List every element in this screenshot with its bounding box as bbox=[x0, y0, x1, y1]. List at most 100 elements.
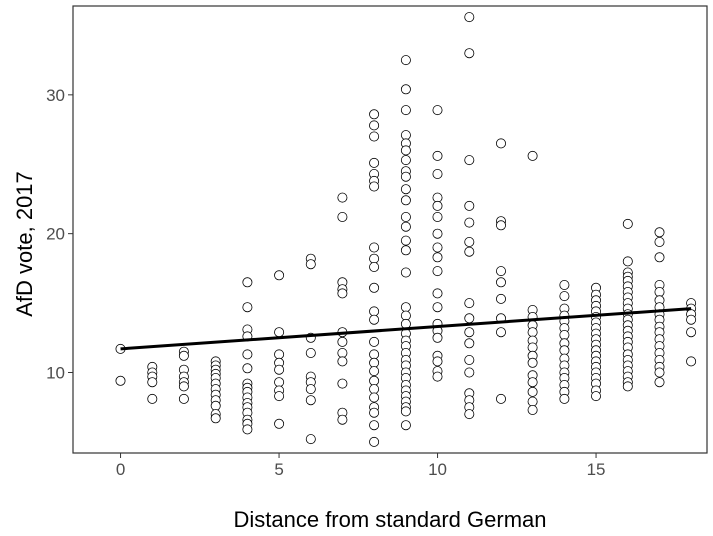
data-point bbox=[559, 345, 570, 356]
data-point bbox=[432, 192, 443, 203]
data-point bbox=[622, 218, 633, 229]
data-point bbox=[432, 242, 443, 253]
data-point bbox=[369, 242, 380, 253]
data-point bbox=[369, 336, 380, 347]
data-point bbox=[274, 270, 285, 281]
data-point bbox=[400, 211, 411, 222]
data-point bbox=[369, 392, 380, 403]
data-point bbox=[115, 375, 126, 386]
data-point bbox=[686, 327, 697, 338]
data-point bbox=[495, 277, 506, 288]
data-point bbox=[242, 277, 253, 288]
data-point bbox=[432, 252, 443, 263]
data-point bbox=[654, 252, 665, 263]
data-point bbox=[400, 420, 411, 431]
data-point bbox=[337, 378, 348, 389]
data-point bbox=[432, 200, 443, 211]
data-point bbox=[432, 302, 443, 313]
data-point bbox=[400, 155, 411, 166]
data-point bbox=[464, 48, 475, 59]
data-point bbox=[274, 377, 285, 388]
data-point bbox=[400, 145, 411, 156]
data-point bbox=[400, 245, 411, 256]
data-point bbox=[337, 356, 348, 367]
data-point bbox=[432, 168, 443, 179]
data-point bbox=[464, 200, 475, 211]
data-point bbox=[274, 391, 285, 402]
data-point bbox=[527, 150, 538, 161]
data-point bbox=[400, 55, 411, 66]
trend-layer bbox=[120, 307, 692, 351]
data-point bbox=[178, 381, 189, 392]
data-point bbox=[464, 354, 475, 365]
data-point bbox=[337, 336, 348, 347]
data-point bbox=[242, 424, 253, 435]
data-point bbox=[178, 350, 189, 361]
data-point bbox=[400, 195, 411, 206]
data-point bbox=[337, 288, 348, 299]
data-point bbox=[464, 409, 475, 420]
y-tick-label: 20 bbox=[46, 225, 65, 244]
x-tick-label: 0 bbox=[116, 460, 125, 479]
data-point bbox=[464, 155, 475, 166]
data-point bbox=[369, 157, 380, 168]
data-point bbox=[432, 288, 443, 299]
data-point bbox=[464, 327, 475, 338]
data-point bbox=[464, 217, 475, 228]
data-point bbox=[432, 332, 443, 343]
data-point bbox=[274, 418, 285, 429]
data-point bbox=[369, 261, 380, 272]
data-point bbox=[464, 338, 475, 349]
data-point bbox=[527, 404, 538, 415]
y-axis-title: AfD vote, 2017 bbox=[12, 171, 37, 317]
data-point bbox=[337, 211, 348, 222]
data-point bbox=[527, 386, 538, 397]
data-point bbox=[400, 84, 411, 95]
data-point bbox=[400, 221, 411, 232]
data-point bbox=[432, 150, 443, 161]
data-point bbox=[686, 356, 697, 367]
data-point bbox=[400, 406, 411, 417]
data-point bbox=[495, 266, 506, 277]
data-point bbox=[274, 364, 285, 375]
trend-line bbox=[120, 307, 692, 351]
data-point bbox=[369, 407, 380, 418]
data-point bbox=[242, 363, 253, 374]
data-point bbox=[527, 342, 538, 353]
data-point bbox=[305, 434, 316, 445]
data-point bbox=[527, 396, 538, 407]
x-tick-label: 15 bbox=[587, 460, 606, 479]
data-point bbox=[178, 393, 189, 404]
y-tick-label: 30 bbox=[46, 86, 65, 105]
data-point bbox=[400, 235, 411, 246]
data-point bbox=[432, 266, 443, 277]
data-point bbox=[369, 357, 380, 368]
data-point bbox=[400, 184, 411, 195]
data-point bbox=[274, 327, 285, 338]
data-point bbox=[369, 384, 380, 395]
data-point bbox=[369, 366, 380, 377]
data-point bbox=[274, 349, 285, 360]
data-point bbox=[369, 375, 380, 386]
axis-layer: 0 5 10 15 10 20 30 bbox=[46, 86, 605, 479]
data-point bbox=[400, 171, 411, 182]
data-point bbox=[400, 302, 411, 313]
data-point bbox=[147, 377, 158, 388]
data-point bbox=[242, 302, 253, 313]
data-point bbox=[369, 306, 380, 317]
data-point bbox=[654, 367, 665, 378]
data-point bbox=[147, 393, 158, 404]
data-point bbox=[464, 367, 475, 378]
data-point bbox=[432, 105, 443, 116]
data-point bbox=[495, 293, 506, 304]
data-point bbox=[559, 279, 570, 290]
data-point bbox=[432, 228, 443, 239]
data-point bbox=[305, 384, 316, 395]
data-point bbox=[369, 131, 380, 142]
data-point bbox=[495, 393, 506, 404]
data-point bbox=[337, 347, 348, 358]
data-point bbox=[210, 400, 221, 411]
data-point bbox=[464, 246, 475, 257]
data-point bbox=[495, 220, 506, 231]
